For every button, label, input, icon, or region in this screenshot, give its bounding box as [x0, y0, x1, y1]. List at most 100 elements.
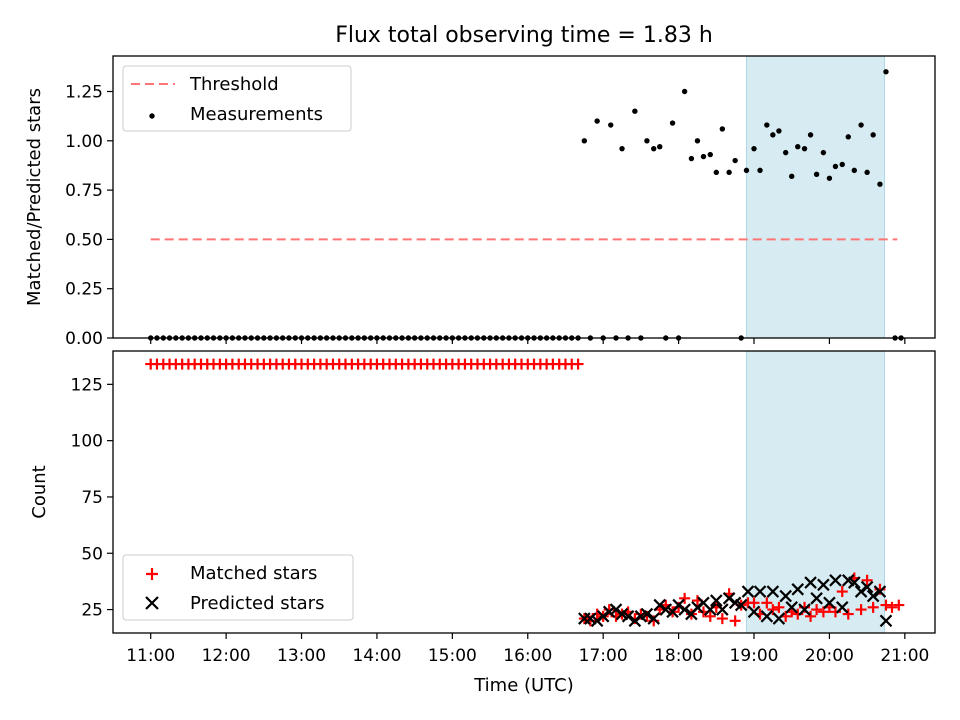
- y-tick-label: 25: [81, 601, 103, 621]
- measurement-point: [776, 128, 782, 134]
- predicted-star-marker: [823, 596, 836, 610]
- measurement-point: [795, 144, 801, 150]
- measurement-point: [757, 167, 763, 174]
- predicted-star-marker: [772, 612, 786, 625]
- predicted-star-marker: [873, 585, 887, 598]
- predicted-star-marker: [716, 603, 729, 616]
- measurement-point: [608, 122, 614, 128]
- matched-star-marker: [893, 599, 905, 611]
- chart-title: Flux total observing time = 1.83 h: [335, 23, 713, 48]
- x-tick-label: 11:00: [126, 646, 175, 666]
- predicted-star-marker: [621, 610, 635, 623]
- measurement-point: [632, 108, 638, 114]
- matched-star-marker: [729, 615, 741, 627]
- predicted-star-marker: [804, 576, 817, 589]
- x-tick-label: 13:00: [277, 646, 326, 666]
- predicted-star-marker: [640, 607, 654, 621]
- measurement-point: [719, 126, 726, 132]
- measurement-point: [864, 169, 870, 176]
- measurement-point: [807, 132, 814, 138]
- x-tick-label: 16:00: [503, 646, 552, 666]
- x-tick-label: 15:00: [428, 646, 477, 666]
- matched-star-marker: [773, 601, 785, 613]
- matched-star-marker: [767, 604, 779, 616]
- predicted-star-marker: [584, 612, 597, 625]
- measurement-point: [713, 169, 720, 176]
- measurement-point: [581, 138, 588, 144]
- predicted-star-marker: [860, 580, 874, 594]
- matched-star-marker: [679, 592, 691, 604]
- predicted-star-marker: [798, 603, 811, 616]
- predicted-star-marker: [734, 598, 748, 612]
- measurement-point: [751, 145, 757, 152]
- measurement-point: [832, 163, 839, 170]
- measurement-point: [826, 175, 833, 181]
- measurement-point: [732, 157, 738, 164]
- predicted-star-marker: [785, 601, 798, 614]
- y-tick-label: 0.50: [65, 230, 103, 250]
- legend-measurements-marker: [149, 113, 155, 119]
- y-tick-label: 1.00: [65, 132, 103, 152]
- matched-star-marker: [811, 604, 823, 616]
- bottom-plot-frame: [112, 350, 936, 634]
- x-tick-label: 21:00: [880, 646, 929, 666]
- bottom-legend-box: [122, 554, 354, 621]
- y-tick-label: 0.75: [65, 181, 103, 201]
- measurement-point: [870, 132, 876, 138]
- matched-star-marker: [861, 574, 873, 586]
- y-tick-label: 50: [81, 544, 103, 564]
- matched-star-marker: [817, 606, 829, 618]
- highlight-span: [745, 55, 885, 339]
- y-tick-label: 0.25: [65, 280, 103, 300]
- x-tick-label: 12:00: [202, 646, 251, 666]
- predicted-star-marker: [766, 585, 780, 598]
- x-axis-label: Time (UTC): [473, 675, 574, 696]
- legend-predicted-marker: [145, 596, 159, 610]
- measurement-point: [883, 69, 889, 75]
- measurement-point: [789, 173, 795, 179]
- matched-star-marker: [886, 601, 898, 613]
- top-legend-box: [122, 65, 352, 132]
- predicted-star-marker: [829, 574, 842, 587]
- measurement-point: [877, 181, 883, 187]
- predicted-star-marker: [747, 605, 761, 619]
- measurement-point: [644, 138, 650, 144]
- measurement-point: [669, 120, 676, 126]
- legend-predicted-label: Predicted stars: [190, 593, 324, 614]
- measurement-point: [770, 132, 776, 138]
- measurement-point: [801, 145, 808, 152]
- measurement-point: [820, 149, 827, 156]
- legend-matched-label: Matched stars: [190, 563, 317, 584]
- predicted-star-marker: [848, 576, 861, 589]
- predicted-star-marker: [835, 601, 849, 614]
- measurement-point: [845, 134, 851, 140]
- bottom-y-axis-label: Count: [29, 465, 50, 518]
- measurement-point: [700, 153, 707, 160]
- measurement-point: [782, 149, 789, 156]
- matched-star-marker: [855, 604, 867, 616]
- x-tick-label: 20:00: [805, 646, 854, 666]
- predicted-star-marker: [678, 603, 691, 616]
- x-tick-label: 18:00: [654, 646, 703, 666]
- measurement-point: [619, 145, 625, 152]
- predicted-star-marker: [791, 583, 805, 596]
- bottom-legend: Matched stars Predicted stars: [122, 554, 354, 621]
- matched-star-marker: [716, 613, 728, 625]
- predicted-star-marker: [710, 594, 723, 607]
- matched-star-marker: [761, 597, 773, 609]
- matched-star-marker: [805, 610, 817, 622]
- predicted-star-marker: [817, 578, 830, 592]
- measurement-point: [743, 167, 750, 174]
- matched-star-marker: [704, 610, 716, 622]
- measurement-point: [839, 161, 845, 168]
- predicted-star-marker: [810, 592, 823, 605]
- measurement-point: [651, 145, 657, 152]
- measurement-point: [707, 151, 713, 158]
- y-tick-label: 1.25: [65, 82, 103, 102]
- y-tick-label: 75: [81, 488, 103, 508]
- top-y-axis-label: Matched/Predicted stars: [24, 88, 45, 306]
- matched-star-marker: [748, 597, 760, 609]
- x-tick-label: 19:00: [730, 646, 779, 666]
- matched-star-marker: [836, 586, 848, 598]
